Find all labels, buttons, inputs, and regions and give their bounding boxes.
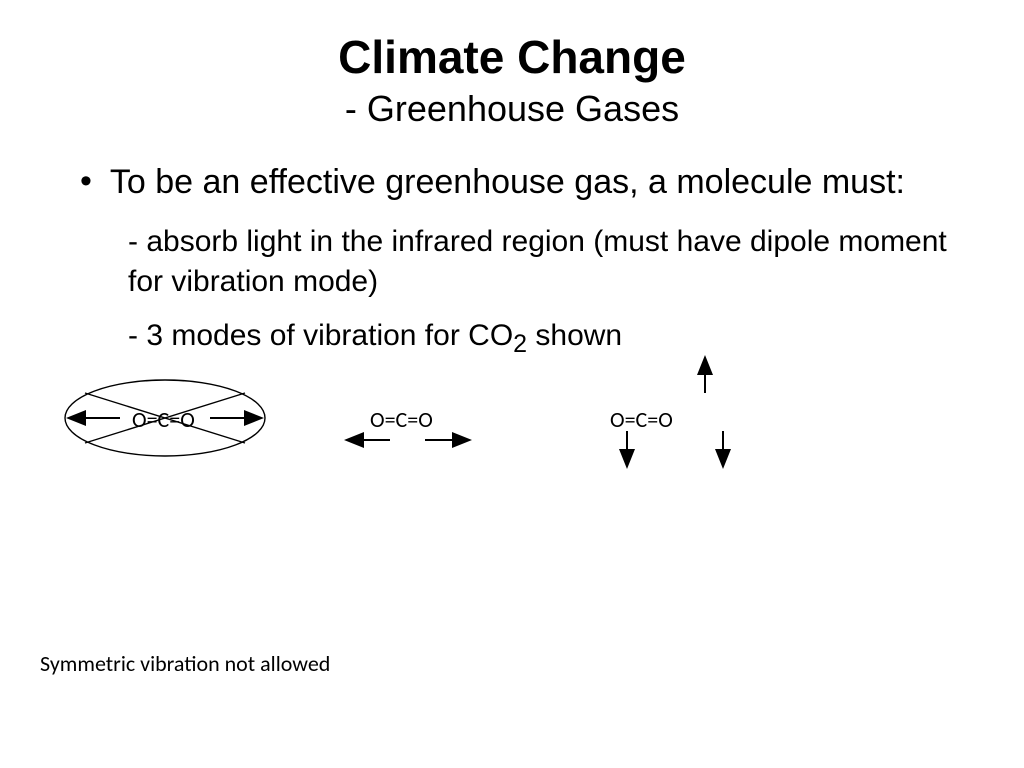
molecule-asymmetric: O=C=O [370,406,433,433]
bullet-main: • To be an effective greenhouse gas, a m… [80,160,974,204]
slide-title: Climate Change [50,30,974,84]
molecule-bending: O=C=O [610,406,673,433]
bullet-dot-icon: • [80,160,92,202]
sub2-suffix: shown [527,319,622,352]
slide-subtitle: - Greenhouse Gases [50,88,974,130]
sub2-subscript: 2 [513,330,527,358]
sub2-prefix: - 3 modes of vibration for CO [128,319,513,352]
sub-point-1: - absorb light in the infrared region (m… [128,222,974,302]
molecule-symmetric: O=C=O [132,406,195,433]
diagram-caption: Symmetric vibration not allowed [40,650,330,677]
vibration-diagram: O=C=O O=C=O O=C=O [50,378,950,498]
sub-point-2: - 3 modes of vibration for CO2 shown [128,316,974,364]
bullet-main-text: To be an effective greenhouse gas, a mol… [110,160,905,204]
